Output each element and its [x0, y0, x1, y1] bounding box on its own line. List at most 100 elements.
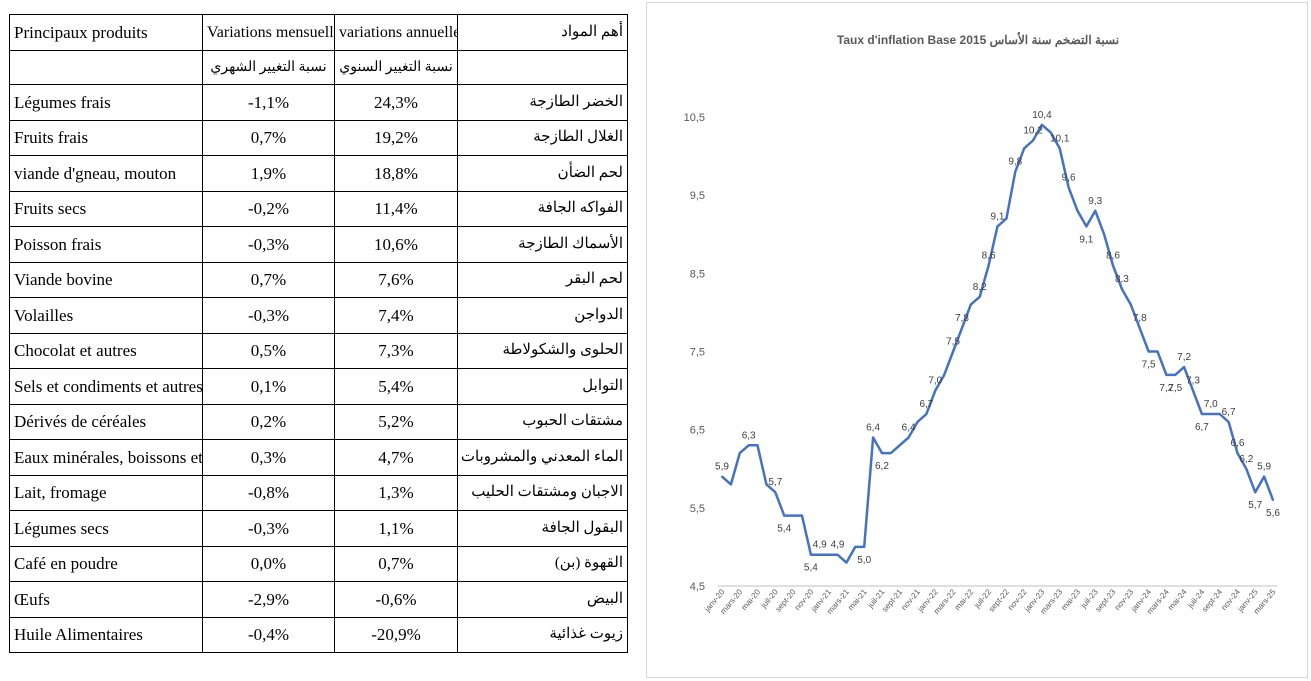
- data-point: [809, 553, 812, 556]
- table-row: Œufs -2,9% -0,6% البيض: [9, 581, 628, 618]
- product-name-cell: Sels et condiments et autres: [9, 368, 203, 405]
- inflation-products-table: Principaux produits Variations mensuelle…: [9, 14, 628, 653]
- y-tick-label: 9,5: [690, 190, 705, 202]
- data-point: [960, 327, 963, 330]
- table-subheader-row: نسبة التغيير الشهري نسبة التغيير السنوي: [9, 50, 628, 85]
- monthly-variation-cell: -1,1%: [202, 84, 335, 121]
- product-name-cell: Légumes frais: [9, 84, 203, 121]
- product-name-ar-cell: التوابل: [457, 368, 628, 405]
- data-point: [1067, 186, 1070, 189]
- data-label: 5,4: [777, 524, 791, 535]
- data-point: [1254, 491, 1257, 494]
- data-point: [1236, 452, 1239, 455]
- x-tick-label: sept-23: [1094, 587, 1118, 614]
- product-name-cell: Légumes secs: [9, 510, 203, 547]
- product-name-ar-cell: مشتقات الحبوب: [457, 403, 628, 440]
- data-label: 6,3: [742, 430, 756, 441]
- product-name-ar-cell: البقول الجافة: [457, 510, 628, 547]
- data-point: [1094, 209, 1097, 212]
- data-label: 10,2: [1023, 125, 1043, 136]
- x-tick-label: sept-24: [1200, 587, 1224, 614]
- inflation-chart-panel: Taux d'inflation Base 2015 نسبة التضخم س…: [646, 2, 1308, 678]
- data-point: [943, 373, 946, 376]
- data-label: 10,4: [1032, 110, 1052, 121]
- data-point: [872, 436, 875, 439]
- data-label: 7,0: [928, 376, 942, 387]
- subheader-empty-left: [9, 50, 203, 85]
- data-point: [765, 483, 768, 486]
- data-point: [738, 452, 741, 455]
- data-label: 5,0: [857, 555, 871, 566]
- product-name-ar-cell: لحم الضأن: [457, 155, 628, 192]
- monthly-variation-cell: 0,3%: [202, 439, 335, 476]
- table-row: Café en poudre 0,0% 0,7% القهوة (بن): [9, 545, 628, 582]
- table-row: Fruits secs -0,2% 11,4% الفواكه الجافة: [9, 190, 628, 227]
- monthly-variation-cell: 0,0%: [202, 545, 335, 582]
- data-point: [898, 444, 901, 447]
- header-monthly: Variations mensuelles: [202, 14, 335, 51]
- table-row: Eaux minérales, boissons et jus0,3%4,7%ا…: [9, 439, 628, 476]
- monthly-variation-cell: 0,1%: [202, 368, 335, 405]
- data-point: [1174, 373, 1177, 376]
- table-row: Dérivés de céréales 0,2% 5,2% مشتقات الحبوب: [9, 403, 628, 440]
- product-name-ar-cell: القهوة (بن): [457, 545, 628, 582]
- data-point: [1023, 147, 1026, 150]
- product-name-ar-cell: الفواكه الجافة: [457, 190, 628, 227]
- annual-variation-cell: -20,9%: [334, 616, 458, 653]
- data-point: [907, 436, 910, 439]
- product-name-cell: Fruits secs: [9, 190, 203, 227]
- annual-variation-cell: 5,2%: [334, 403, 458, 440]
- data-label: 5,4: [804, 563, 818, 574]
- data-point: [1147, 350, 1150, 353]
- product-name-ar-cell: الاجبان ومشتقات الحليب: [457, 474, 628, 511]
- data-point: [1120, 287, 1123, 290]
- x-tick-label: mai-23: [1059, 587, 1082, 612]
- data-point: [969, 303, 972, 306]
- data-point: [987, 264, 990, 267]
- data-label: 6,7: [919, 399, 933, 410]
- y-tick-label: 10,5: [684, 112, 705, 124]
- subheader-annual-ar: نسبة التغيير السنوي: [334, 50, 458, 85]
- subheader-empty-right: [457, 50, 628, 85]
- header-annual: variations annuelles: [334, 14, 458, 51]
- annual-variation-cell: 7,4%: [334, 297, 458, 334]
- data-label: 9,8: [1008, 157, 1022, 168]
- data-point: [783, 514, 786, 517]
- data-point: [934, 389, 937, 392]
- data-point: [1076, 209, 1079, 212]
- data-label: 6,2: [875, 461, 889, 472]
- data-point: [889, 452, 892, 455]
- product-name-cell: Poisson frais: [9, 226, 203, 263]
- header-products: Principaux produits: [9, 14, 203, 51]
- annual-variation-cell: 0,7%: [334, 545, 458, 582]
- data-label: 8,2: [973, 282, 987, 293]
- data-point: [1200, 413, 1203, 416]
- product-name-cell: Dérivés de céréales: [9, 403, 203, 440]
- data-point: [1263, 475, 1266, 478]
- data-point: [1156, 350, 1159, 353]
- data-label: 4,9: [813, 540, 827, 551]
- data-label: 6,2: [1239, 454, 1253, 465]
- monthly-variation-cell: 1,9%: [202, 155, 335, 192]
- monthly-variation-cell: -0,3%: [202, 510, 335, 547]
- data-label: 5,9: [1257, 462, 1271, 473]
- data-point: [1005, 217, 1008, 220]
- header-products-ar: أهم المواد: [457, 14, 628, 51]
- annual-variation-cell: 7,3%: [334, 332, 458, 369]
- data-label: 10,1: [1050, 133, 1070, 144]
- data-point: [863, 545, 866, 548]
- y-tick-label: 8,5: [690, 268, 705, 280]
- data-label: 7,5: [946, 337, 960, 348]
- product-name-cell: Lait, fromage: [9, 474, 203, 511]
- monthly-variation-cell: -0,3%: [202, 297, 335, 334]
- data-label: 6,4: [902, 422, 916, 433]
- subheader-monthly-ar: نسبة التغيير الشهري: [202, 50, 335, 85]
- product-name-ar-cell: الغلال الطازجة: [457, 119, 628, 156]
- data-point: [1032, 139, 1035, 142]
- table-row: Volailles -0,3% 7,4% الدواجن: [9, 297, 628, 334]
- data-point: [1227, 420, 1230, 423]
- data-point: [1014, 170, 1017, 173]
- product-name-cell: viande d'gneau, mouton: [9, 155, 203, 192]
- monthly-variation-cell: -0,4%: [202, 616, 335, 653]
- data-label: 7,5: [1142, 360, 1156, 371]
